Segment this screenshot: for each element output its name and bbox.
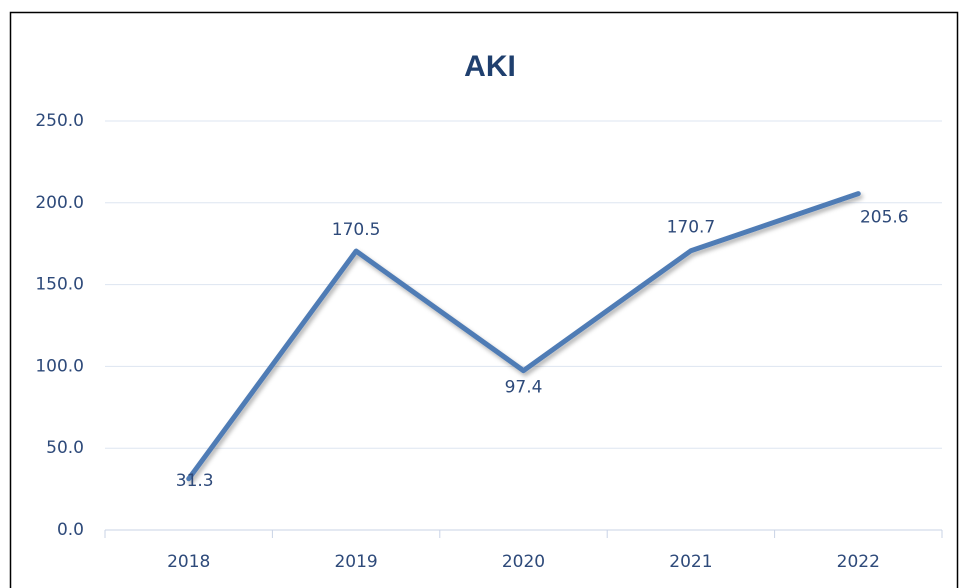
x-tick-label: 2018 — [167, 552, 210, 572]
x-tick-label: 2019 — [334, 552, 377, 572]
x-tick-label: 2022 — [837, 552, 880, 572]
y-tick-label: 100.0 — [35, 356, 84, 376]
y-tick-label: 250.0 — [35, 111, 84, 131]
data-line — [186, 191, 861, 482]
y-tick-label: 0.0 — [57, 520, 84, 540]
x-tick-label: 2020 — [502, 552, 545, 572]
chart-title: AKI — [464, 50, 516, 83]
data-label: 31.3 — [176, 471, 214, 491]
y-tick-label: 50.0 — [46, 438, 84, 458]
y-tick-label: 150.0 — [35, 275, 84, 295]
data-label: 97.4 — [505, 378, 543, 398]
data-label: 170.5 — [332, 220, 381, 240]
chart-frame — [9, 11, 959, 588]
x-tick-label: 2021 — [669, 552, 712, 572]
data-label: 205.6 — [860, 208, 909, 228]
data-label: 170.7 — [667, 218, 716, 238]
y-tick-label: 200.0 — [35, 193, 84, 213]
